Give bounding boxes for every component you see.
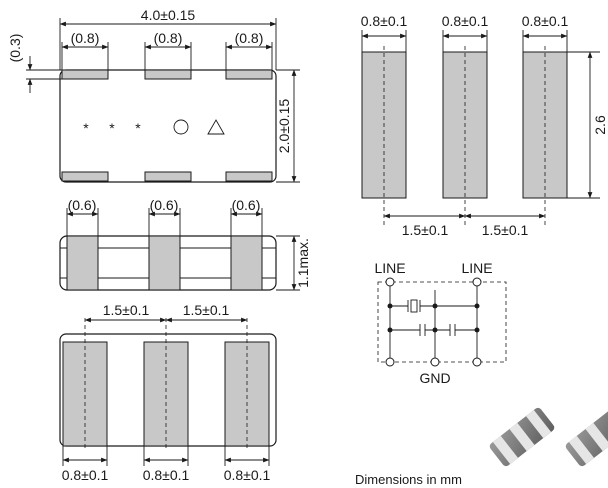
bottom-pad xyxy=(61,171,109,182)
chip-product-photo xyxy=(489,407,608,467)
side-terminal xyxy=(230,235,263,291)
land-pad-width-label: 0.8±0.1 xyxy=(442,13,489,29)
bottom-view: 1.5±0.1 1.5±0.1 0.8±0.1 0.8±0.1 0.8±0.1 xyxy=(59,302,277,483)
bottom-pad xyxy=(144,171,192,182)
bottom-pitch-label: 1.5±0.1 xyxy=(183,302,230,318)
circuit-outline xyxy=(377,281,507,363)
land-pad-width-label: 0.8±0.1 xyxy=(522,13,569,29)
land-pad-width-label: 0.8±0.1 xyxy=(361,13,408,29)
top-pad xyxy=(144,69,192,80)
pad-offset-label: (0.3) xyxy=(7,34,23,63)
top-pad xyxy=(61,69,109,80)
bottom-pitch-label: 1.5±0.1 xyxy=(103,302,150,318)
terminal-node xyxy=(430,357,440,367)
gnd-label: GND xyxy=(419,370,450,386)
length-label: 4.0±0.15 xyxy=(141,7,196,23)
line-label: LINE xyxy=(461,260,492,276)
bottom-pad-width-label: 0.8±0.1 xyxy=(143,467,190,483)
land-pitch-label: 1.5±0.1 xyxy=(482,222,529,238)
land-pad-length-label: 2.6 xyxy=(592,115,608,135)
thickness-label: 1.1max. xyxy=(295,238,311,288)
top-pad-width-label: (0.8) xyxy=(71,30,100,46)
top-pad xyxy=(225,69,273,80)
chip-body-top xyxy=(59,69,277,183)
marking-star: * xyxy=(135,120,141,136)
top-view: 4.0±0.15 (0.8) (0.8) (0.8) (0.3) 2.0±0.1… xyxy=(7,7,300,183)
bottom-terminal xyxy=(62,341,108,447)
terminal-node xyxy=(385,277,395,287)
top-pad-width-label: (0.8) xyxy=(154,30,183,46)
resonator-icon xyxy=(410,299,418,313)
terminal-node xyxy=(472,357,482,367)
top-pad-width-label: (0.8) xyxy=(235,30,264,46)
height-label: 2.0±0.15 xyxy=(276,99,292,154)
bottom-pad xyxy=(225,171,273,182)
units-note: Dimensions in mm xyxy=(355,472,462,487)
side-terminal xyxy=(148,235,181,291)
side-pad-width-label: (0.6) xyxy=(150,197,179,213)
land-pitch-label: 1.5±0.1 xyxy=(402,222,449,238)
terminal-node xyxy=(385,357,395,367)
marking-star: * xyxy=(109,120,115,136)
marking-star: * xyxy=(83,120,89,136)
terminal-node xyxy=(472,277,482,287)
bottom-terminal xyxy=(224,341,270,447)
bottom-pad-width-label: 0.8±0.1 xyxy=(224,467,271,483)
equivalent-circuit: LINE LINE GND xyxy=(374,260,507,386)
bottom-terminal xyxy=(143,341,189,447)
side-pad-width-label: (0.6) xyxy=(68,197,97,213)
side-view: (0.6) (0.6) (0.6) 1.1max. xyxy=(59,197,311,291)
line-label: LINE xyxy=(374,260,405,276)
side-pad-width-label: (0.6) xyxy=(232,197,261,213)
marking-circle-icon xyxy=(173,119,189,135)
bottom-pad-width-label: 0.8±0.1 xyxy=(62,467,109,483)
side-terminal xyxy=(66,235,99,291)
land-pattern: 0.8±0.1 0.8±0.1 0.8±0.1 2.6 1.5±0.1 1.5±… xyxy=(361,13,608,238)
marking-triangle-icon xyxy=(207,119,225,135)
